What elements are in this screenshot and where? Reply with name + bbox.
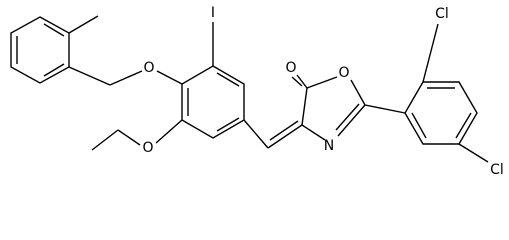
- double-bond: [216, 117, 240, 132]
- central-ring: [181, 65, 245, 139]
- ring-bond: [301, 124, 326, 141]
- atom-label: O: [143, 60, 154, 76]
- double-bond: [216, 72, 240, 87]
- carbonyl-bond: [296, 74, 308, 89]
- atom-label: Cl: [435, 6, 449, 22]
- double-bond: [455, 112, 472, 139]
- toluene-ring: [10, 16, 70, 84]
- double-bond: [43, 63, 65, 77]
- methyl-bond: [68, 15, 99, 34]
- ether-bond: [155, 119, 183, 144]
- double-bond: [411, 112, 427, 139]
- atom-label: O: [285, 60, 296, 76]
- double-bond: [269, 120, 299, 141]
- benzyl-bond: [68, 66, 111, 86]
- dichlorophenyl-ring: [404, 81, 478, 145]
- ring-bond: [306, 76, 338, 89]
- carbonyl-bond: [291, 76, 303, 87]
- chloro-bond: [458, 143, 489, 163]
- ethyl-bond: [117, 129, 141, 146]
- ether-bond: [109, 70, 143, 86]
- vinyl-bond: [243, 119, 269, 149]
- atom-label: I: [211, 5, 215, 21]
- ether-bond: [156, 70, 183, 85]
- atom-label: N: [324, 138, 334, 154]
- ring-bond: [350, 79, 366, 106]
- double-bond: [43, 23, 65, 37]
- molecule-diagram: I O O O O N Cl Cl: [10, 5, 504, 178]
- chloro-bond: [422, 23, 439, 83]
- ring-bond: [301, 87, 308, 126]
- ring-bond: [337, 104, 366, 137]
- atom-label: Cl: [490, 162, 504, 178]
- ethyl-bond: [91, 129, 119, 151]
- atom-label: O: [338, 65, 349, 81]
- aryl-bond: [364, 104, 406, 114]
- atom-label: O: [142, 140, 153, 156]
- double-bond: [267, 124, 303, 149]
- double-bond: [335, 103, 360, 131]
